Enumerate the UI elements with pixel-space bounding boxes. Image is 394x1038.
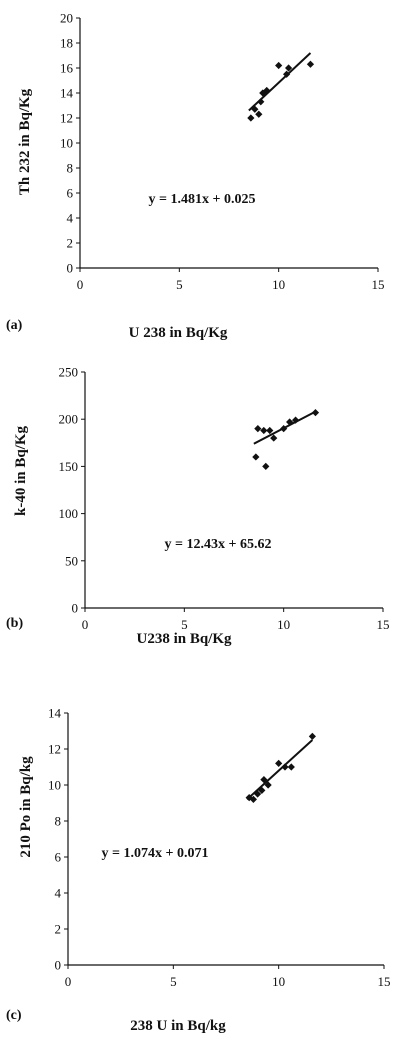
chart-panel-a: 0 2 4 6 8 10 12 14 16 18 20 0 5 10 15 y = 1.481x + 0.0…	[0, 0, 394, 345]
chart-b-y-tick-label: 150	[59, 459, 79, 474]
chart-c-y-tick-label: 0	[55, 958, 62, 973]
chart-a-data-point	[257, 98, 265, 106]
chart-a-y-tick-label: 20	[60, 11, 73, 26]
chart-a-y-tick-label: 8	[67, 161, 74, 176]
chart-a-y-tick-label: 12	[60, 111, 73, 126]
chart-a-y-tick-label: 16	[60, 61, 74, 76]
chart-b-data-point	[252, 453, 260, 461]
chart-c-ylabel: 210 Po in Bq/kg	[18, 756, 34, 858]
chart-c-xlabel: 238 U in Bq/kg	[130, 1018, 226, 1034]
chart-a-data-point	[285, 64, 293, 72]
chart-b-data-point	[311, 408, 320, 417]
chart-c-data-point	[264, 781, 272, 789]
chart-c-plot: 0 2 4 6 8 10 12 14 0 5 10 15	[48, 706, 391, 990]
chart-a-xlabel: U 238 in Bq/Kg	[129, 325, 228, 341]
chart-a-data-point	[275, 61, 283, 70]
chart-c-equation: y = 1.074x + 0.071	[102, 846, 209, 861]
chart-a-y-tick-label: 4	[67, 211, 74, 226]
chart-a-x-tick-label: 10	[272, 277, 285, 292]
chart-panel-b: 0 50 100 150 200 250 0 5 10 15 y = 12.43x + 65.62…	[0, 345, 394, 665]
chart-b-y-tick-label: 200	[59, 412, 79, 427]
chart-a-y-tick-label: 2	[67, 236, 74, 251]
chart-a-plot: 0 2 4 6 8 10 12 14 16 18 20 0 5 10 15	[60, 11, 385, 293]
chart-b-data-point	[270, 434, 278, 442]
chart-b-xlabel: U238 in Bq/Kg	[136, 631, 232, 647]
chart-b-data-point	[262, 462, 270, 470]
chart-c-data-point	[287, 763, 295, 771]
chart-c-y-tick-label: 8	[55, 814, 62, 829]
chart-b-x-tick-label: 0	[82, 617, 89, 632]
chart-a-data-point	[306, 60, 315, 68]
chart-c-data-point	[254, 790, 262, 798]
chart-b-plot: 0 50 100 150 200 250 0 5 10 15	[59, 365, 390, 633]
chart-b-equation: y = 12.43x + 65.62	[165, 537, 272, 552]
chart-panel-c: 0 2 4 6 8 10 12 14 0 5 10 15 y = 1.074x + 0.071 238…	[0, 665, 394, 1038]
chart-b-y-tick-label: 50	[65, 553, 78, 568]
chart-a-data-point	[251, 105, 259, 113]
chart-a-data-point	[263, 86, 271, 95]
chart-a-data-point	[259, 89, 267, 97]
chart-c-panel-label: (c)	[6, 1008, 22, 1023]
chart-a-y-tick-label: 18	[60, 36, 73, 51]
chart-c-svg: 0 2 4 6 8 10 12 14 0 5 10 15 y = 1.074x + 0.071 238…	[6, 706, 391, 1035]
chart-a-panel-label: (a)	[6, 318, 23, 333]
chart-b-x-tick-label: 10	[277, 617, 290, 632]
chart-c-y-tick-label: 12	[48, 742, 61, 757]
chart-c-x-tick-label: 15	[378, 974, 391, 989]
chart-b-y-tick-label: 100	[59, 506, 79, 521]
chart-c-y-tick-label: 6	[55, 850, 62, 865]
chart-a-svg: 0 2 4 6 8 10 12 14 16 18 20 0 5 10 15 y = 1.481x + 0.0…	[6, 11, 385, 342]
chart-c-x-tick-label: 0	[65, 974, 72, 989]
chart-c-data-point	[308, 732, 316, 740]
chart-c-y-tick-label: 10	[48, 778, 61, 793]
chart-c-data-point	[275, 759, 283, 767]
chart-b-svg: 0 50 100 150 200 250 0 5 10 15 y = 12.43x + 65.62…	[6, 365, 390, 648]
chart-a-y-tick-label: 10	[60, 136, 73, 151]
chart-c-data-point	[281, 763, 289, 771]
chart-c-y-tick-label: 4	[55, 886, 62, 901]
chart-a-x-tick-label: 5	[176, 277, 183, 292]
chart-b-x-tick-label: 15	[377, 617, 390, 632]
chart-c-y-tick-label: 2	[55, 922, 62, 937]
chart-b-x-tick-label: 5	[181, 617, 188, 632]
chart-c-y-tick-label: 14	[48, 706, 62, 721]
chart-a-x-tick-label: 0	[77, 277, 84, 292]
chart-a-data-point	[255, 110, 263, 118]
chart-b-data-point	[254, 425, 262, 433]
chart-a-equation: y = 1.481x + 0.025	[149, 192, 256, 207]
chart-a-data-point	[283, 70, 291, 78]
chart-a-x-tick-label: 15	[372, 277, 385, 292]
chart-a-y-tick-label: 6	[67, 186, 74, 201]
chart-c-x-tick-label: 10	[272, 974, 285, 989]
chart-a-ylabel: Th 232 in Bq/Kg	[17, 88, 33, 195]
chart-c-trendline	[246, 739, 314, 801]
chart-b-y-tick-label: 250	[59, 365, 79, 380]
chart-a-data-point	[247, 114, 255, 122]
chart-b-ylabel: k-40 in Bq/Kg	[13, 425, 29, 516]
chart-a-y-tick-label: 14	[60, 86, 74, 101]
chart-a-y-tick-label: 0	[67, 261, 74, 276]
chart-c-x-tick-label: 5	[170, 974, 177, 989]
chart-b-y-tick-label: 0	[72, 601, 79, 616]
chart-b-panel-label: (b)	[6, 616, 23, 631]
